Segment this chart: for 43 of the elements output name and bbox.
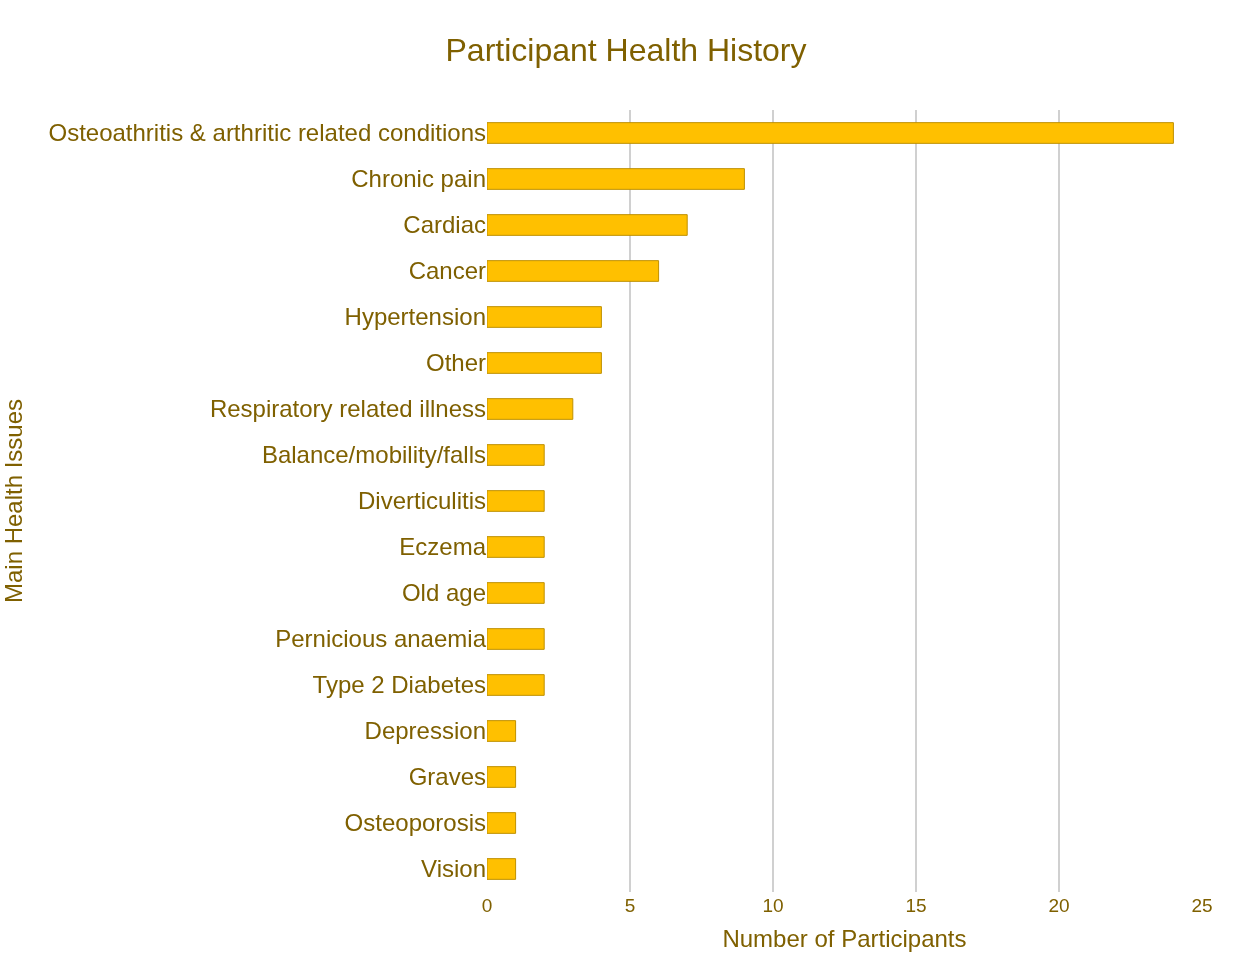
y-tick-label: Chronic pain [351, 165, 486, 193]
y-tick-label: Depression [364, 717, 486, 745]
y-tick-label: Graves [408, 763, 486, 791]
y-tick-label: Old age [401, 579, 486, 607]
x-tick-label: 5 [624, 895, 636, 916]
bar [487, 444, 545, 466]
y-tick-label: Pernicious anaemia [275, 625, 487, 653]
bar [487, 858, 517, 880]
y-tick-label: Balance/mobility/falls [261, 441, 486, 469]
y-tick-label: Cardiac [403, 211, 486, 239]
bar [487, 214, 688, 236]
x-tick-label: 25 [1191, 895, 1213, 916]
bar [487, 260, 660, 282]
x-tick-label: 0 [481, 895, 493, 916]
bar [487, 398, 574, 420]
y-tick-label: Eczema [399, 533, 487, 561]
y-tick-label: Other [425, 349, 486, 377]
bar [487, 168, 745, 190]
bar [487, 766, 517, 788]
bar [487, 490, 545, 512]
y-tick-label: Vision [421, 855, 486, 883]
y-axis-title: Main Health Issues [0, 398, 27, 604]
bar [487, 674, 545, 696]
y-tick-label: Osteoporosis [344, 809, 486, 837]
y-tick-label: Type 2 Diabetes [312, 671, 486, 699]
bar [487, 628, 545, 650]
bar [487, 536, 545, 558]
x-tick-label: 10 [762, 895, 784, 916]
y-tick-label: Diverticulitis [357, 487, 486, 515]
y-tick-label: Respiratory related illness [209, 395, 486, 423]
bar [487, 582, 545, 604]
bar [487, 720, 517, 742]
x-tick-label: 20 [1048, 895, 1070, 916]
x-tick-label: 15 [905, 895, 927, 916]
bar [487, 306, 602, 328]
x-axis-title: Number of Participants [722, 925, 967, 953]
y-tick-label: Hypertension [344, 303, 486, 331]
y-tick-label: Osteoathritis & arthritic related conditions [48, 119, 486, 147]
bar [487, 122, 1174, 144]
chart-title: Participant Health History [445, 31, 807, 68]
bar [487, 352, 602, 374]
bar [487, 812, 517, 834]
y-tick-label: Cancer [408, 257, 486, 285]
